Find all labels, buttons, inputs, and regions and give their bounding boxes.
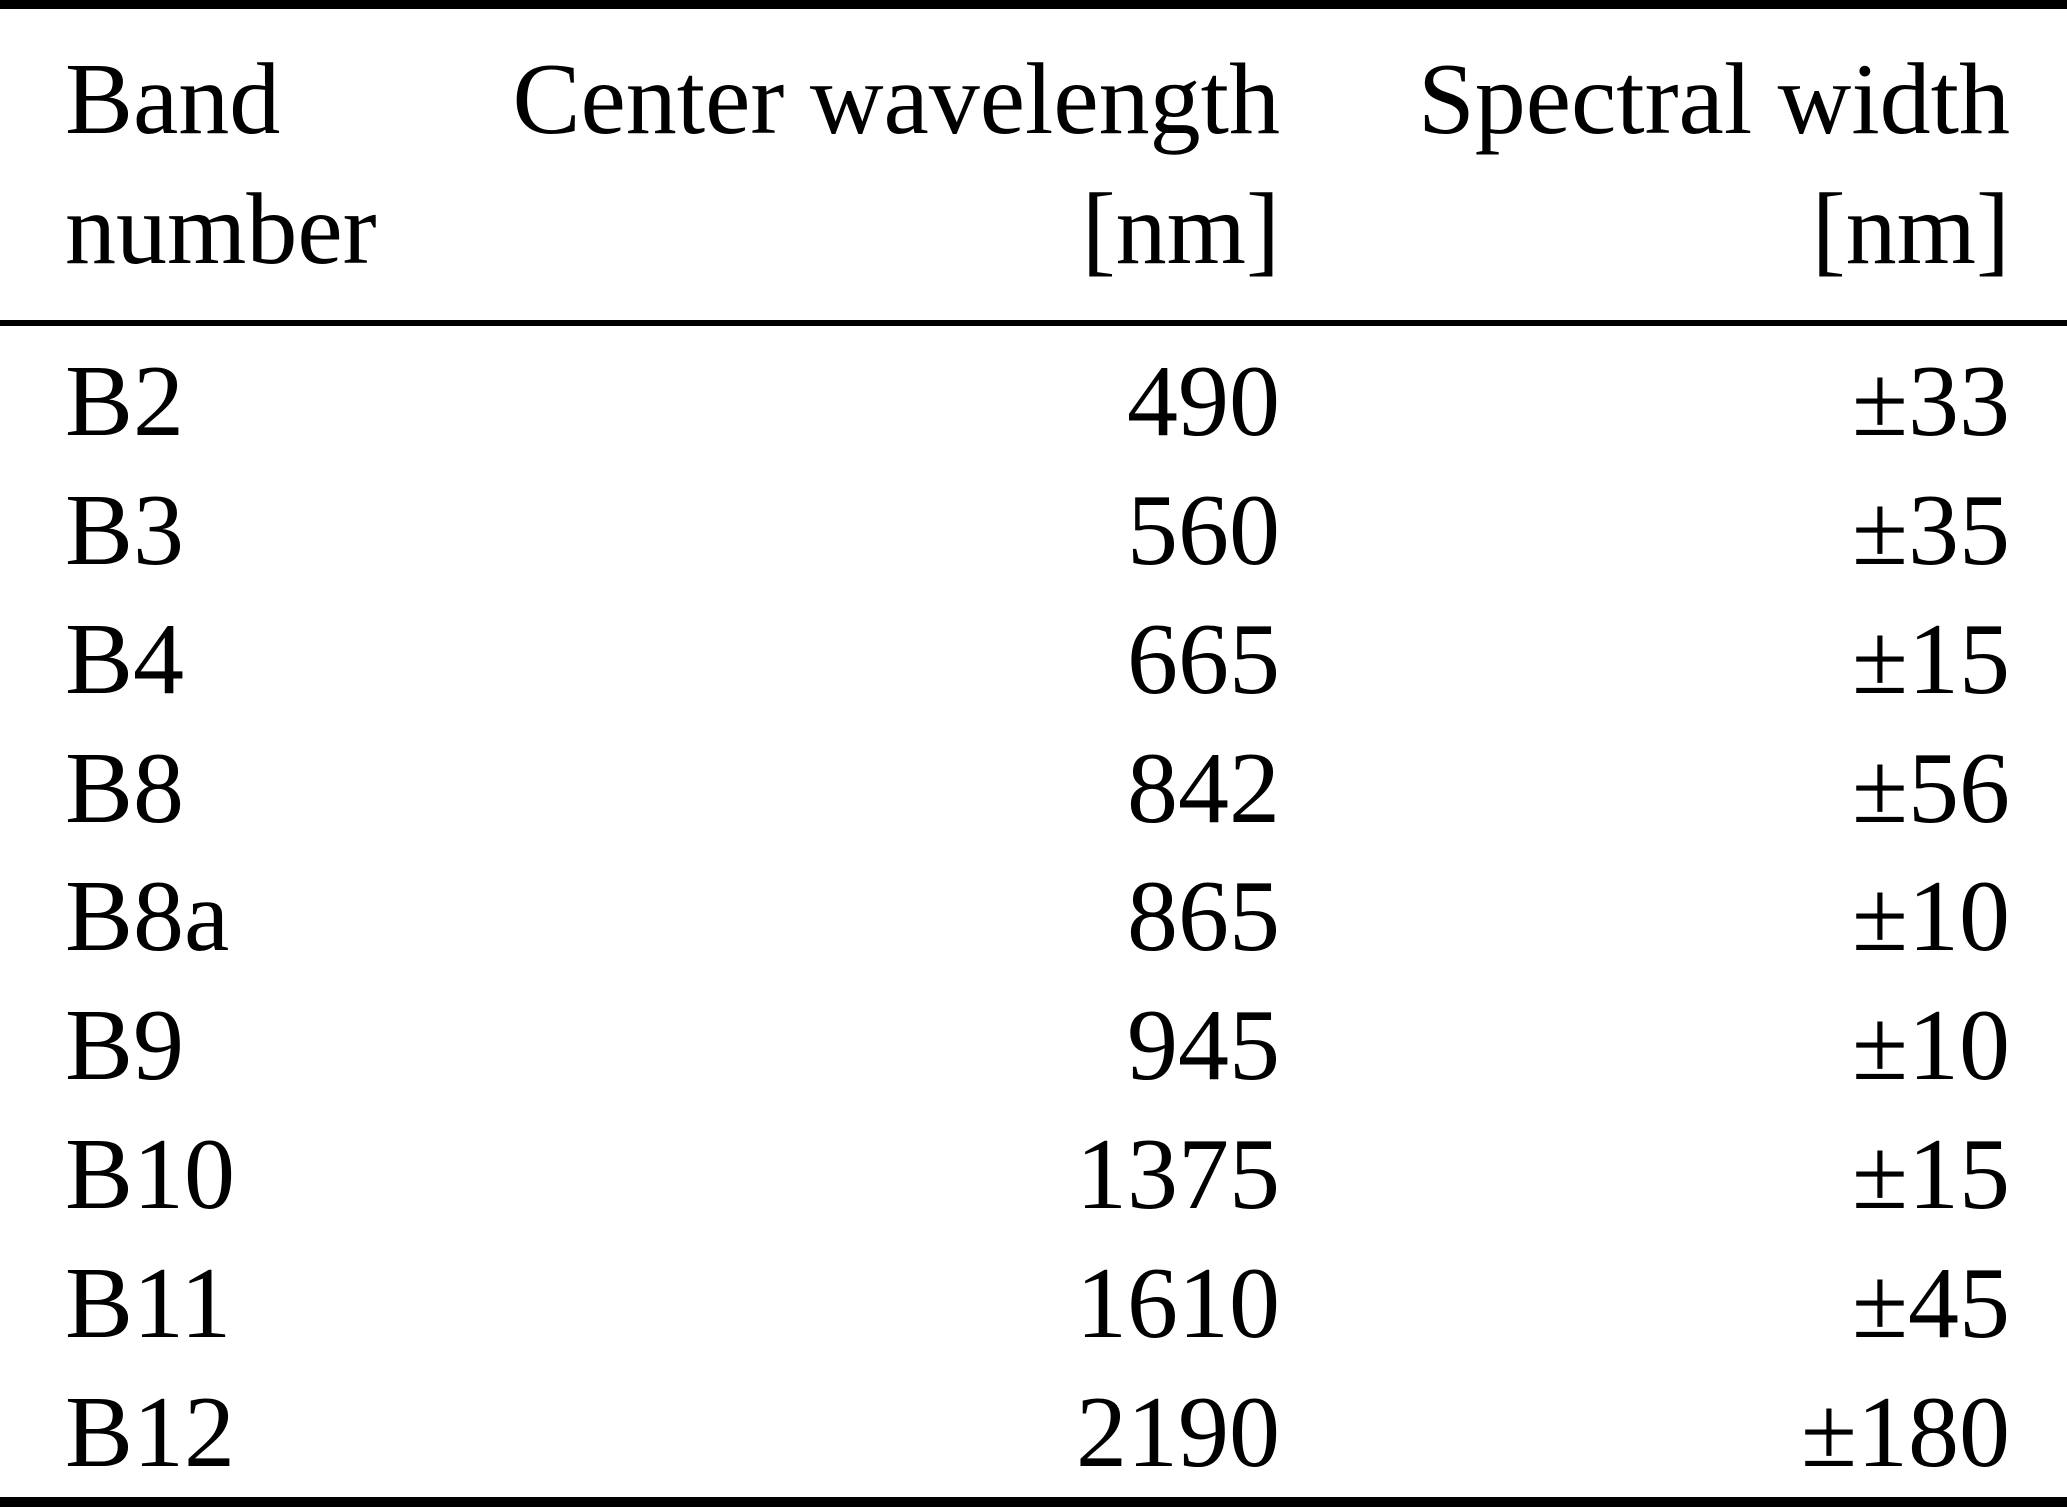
table-header: Band number Center wavelength [nm] Spect… — [0, 4, 2067, 326]
table-row: B9 945 ±10 — [0, 982, 2067, 1111]
header-line-spectral-width: Spectral width — [1417, 42, 2010, 156]
spectral-width-cell: ±15 — [1852, 1117, 2010, 1231]
table-row: B11 1610 ±45 — [0, 1239, 2067, 1368]
band-cell: B8 — [65, 731, 185, 845]
center-wavelength-cell: 865 — [1127, 860, 1280, 974]
band-cell: B11 — [65, 1246, 232, 1360]
spectral-width-cell: ±10 — [1852, 989, 2010, 1103]
spectral-width-cell: ±56 — [1852, 731, 2010, 845]
header-line-center-wavelength-unit: [nm] — [1081, 172, 1280, 286]
spectral-width-cell: ±10 — [1852, 860, 2010, 974]
spectral-width-cell: ±35 — [1852, 474, 2010, 588]
center-wavelength-cell: 945 — [1127, 989, 1280, 1103]
spectral-width-cell: ±15 — [1852, 602, 2010, 716]
table-row: B12 2190 ±180 — [0, 1368, 2067, 1502]
table-row: B8 842 ±56 — [0, 724, 2067, 853]
center-wavelength-cell: 1610 — [1076, 1246, 1280, 1360]
band-cell: B10 — [65, 1117, 236, 1231]
table-row: B10 1375 ±15 — [0, 1111, 2067, 1240]
table-row: B4 665 ±15 — [0, 596, 2067, 725]
center-wavelength-cell: 490 — [1127, 345, 1280, 459]
center-wavelength-cell: 665 — [1127, 602, 1280, 716]
band-cell: B8a — [65, 860, 230, 974]
header-line-band: Band — [65, 42, 281, 156]
center-wavelength-cell: 560 — [1127, 474, 1280, 588]
table-row: B2 490 ±33 — [0, 323, 2067, 467]
table-row: B8a 865 ±10 — [0, 853, 2067, 982]
header-line-number: number — [65, 172, 377, 286]
center-wavelength-cell: 1375 — [1076, 1117, 1280, 1231]
column-header-center-wavelength: Center wavelength [nm] — [490, 4, 1280, 326]
spectral-width-cell: ±33 — [1852, 345, 2010, 459]
header-line-center-wavelength: Center wavelength — [512, 42, 1280, 156]
band-cell: B9 — [65, 989, 185, 1103]
table-body: B2 490 ±33 B3 560 ±35 B4 665 ±15 B8 842 ±56 B8a 865 ±1… — [0, 323, 2067, 1502]
band-cell: B4 — [65, 602, 185, 716]
band-cell: B12 — [65, 1375, 236, 1489]
column-header-spectral-width: Spectral width [nm] — [1280, 4, 2067, 326]
center-wavelength-cell: 842 — [1127, 731, 1280, 845]
spectral-width-cell: ±180 — [1801, 1375, 2010, 1489]
table-header-row: Band number Center wavelength [nm] Spect… — [0, 4, 2067, 326]
band-cell: B2 — [65, 345, 185, 459]
table-row: B3 560 ±35 — [0, 467, 2067, 596]
header-line-spectral-width-unit: [nm] — [1811, 172, 2010, 286]
band-cell: B3 — [65, 474, 185, 588]
spectral-width-cell: ±45 — [1852, 1246, 2010, 1360]
column-header-band-number: Band number — [0, 4, 490, 326]
center-wavelength-cell: 2190 — [1076, 1375, 1280, 1489]
